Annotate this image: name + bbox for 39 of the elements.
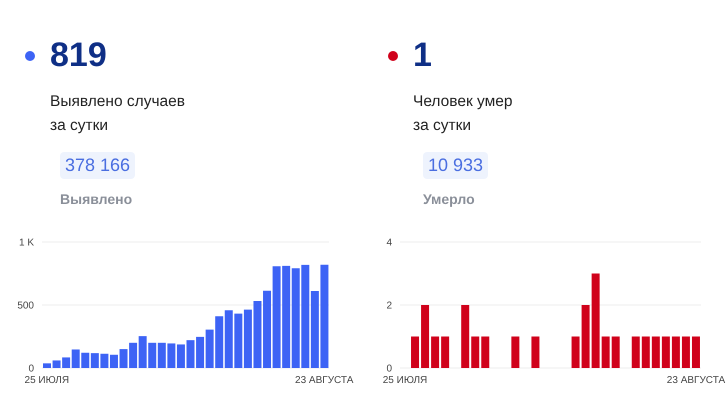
bar — [612, 336, 620, 368]
bar — [602, 336, 610, 368]
y-tick-label: 1 K — [18, 238, 34, 249]
text: Выявлено — [60, 191, 132, 207]
x-tick-label: 23 АВГУСТА — [295, 375, 354, 386]
bar — [572, 336, 580, 368]
x-tick-label: 23 АВГУСТА — [666, 375, 726, 386]
y-tick-label: 4 — [386, 238, 392, 249]
bar — [471, 336, 480, 368]
chart-title: 1 — [413, 36, 432, 75]
bar — [461, 305, 470, 368]
bar — [642, 336, 650, 368]
bar — [421, 305, 430, 368]
bar — [682, 336, 690, 368]
text: 378 166 — [60, 152, 136, 179]
y-tick-label: 0 — [28, 364, 34, 375]
bar — [692, 336, 700, 368]
bar — [652, 336, 660, 368]
bar — [411, 336, 420, 368]
bar — [481, 336, 490, 368]
bar — [672, 336, 680, 368]
bar — [441, 336, 450, 368]
chart-title: 819 — [50, 36, 107, 75]
bar — [662, 336, 670, 368]
bar — [431, 336, 440, 368]
bar — [632, 336, 640, 368]
x-tick-label: 25 ИЮЛЯ — [382, 375, 428, 386]
bar — [592, 274, 600, 368]
x-tick-label: 25 ИЮЛЯ — [24, 375, 70, 386]
text: 10 933 — [423, 152, 488, 179]
bar — [511, 336, 520, 368]
y-tick-label: 0 — [386, 364, 392, 375]
bar — [582, 305, 590, 368]
y-tick-label: 2 — [386, 300, 392, 312]
chart-subtitle: Выявлено случаев за сутки — [50, 92, 185, 136]
bar — [531, 336, 540, 368]
text: Умерло — [423, 191, 475, 207]
y-tick-label: 500 — [17, 300, 34, 312]
chart-subtitle: Человек умер за сутки — [413, 92, 513, 136]
